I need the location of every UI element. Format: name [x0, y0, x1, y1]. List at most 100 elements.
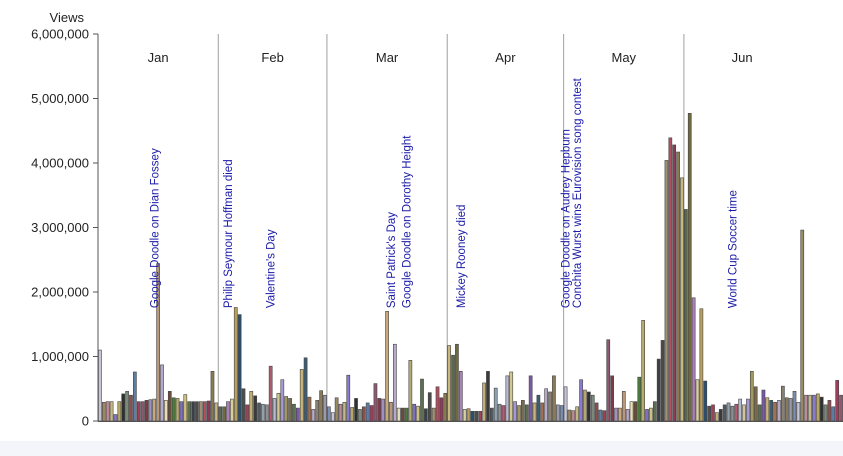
- bar: [385, 311, 389, 422]
- bar: [602, 410, 607, 422]
- bar: [493, 387, 498, 422]
- bar: [431, 407, 436, 422]
- bar: [400, 407, 405, 422]
- bar: [652, 401, 657, 422]
- annotation-label: Philip Seymour Hoffman died: [223, 159, 235, 308]
- bar: [614, 407, 618, 422]
- bar: [358, 409, 362, 422]
- bar: [156, 263, 160, 422]
- chart-labels: 0 1,000,000 2,000,000 3,000,000 4,000,000 5,0…: [31, 10, 752, 429]
- bar: [191, 401, 195, 422]
- bar: [233, 307, 238, 422]
- bar: [389, 401, 393, 422]
- bar: [148, 399, 153, 422]
- event-annotations: Google Doodle on Dian Fossey Philip Seymo…: [149, 77, 739, 308]
- bar: [268, 365, 273, 422]
- bar: [424, 408, 428, 422]
- bar: [462, 409, 467, 422]
- bar: [218, 406, 223, 422]
- bar: [303, 357, 308, 422]
- bar: [823, 404, 828, 422]
- bar: [230, 398, 234, 422]
- bar: [222, 406, 226, 422]
- bar: [338, 403, 343, 422]
- bar: [594, 402, 599, 422]
- bar: [183, 394, 188, 422]
- bar: [711, 404, 715, 422]
- bar: [125, 391, 129, 422]
- bar: [649, 407, 653, 422]
- bar: [746, 398, 750, 422]
- bar: [226, 401, 230, 422]
- bar: [532, 402, 537, 422]
- annotation-label: Valentine's Day: [266, 229, 278, 308]
- month-label: Apr: [495, 50, 516, 65]
- bar: [311, 409, 316, 422]
- bar: [443, 392, 448, 422]
- y-axis-title: Views: [50, 10, 85, 25]
- bar: [664, 160, 669, 422]
- bar: [579, 379, 583, 422]
- bar: [800, 229, 805, 422]
- bar: [412, 403, 417, 422]
- bar: [478, 411, 483, 422]
- bar: [540, 402, 545, 422]
- y-tick-label: 6,000,000: [31, 27, 89, 42]
- bar: [781, 385, 785, 422]
- bar: [808, 394, 812, 422]
- bar: [272, 398, 277, 422]
- month-label: Jun: [732, 50, 753, 65]
- month-label: Jan: [148, 50, 169, 65]
- bar: [548, 391, 552, 422]
- bar: [571, 410, 576, 422]
- bar: [726, 402, 731, 422]
- bar: [749, 371, 754, 422]
- bar: [458, 371, 463, 422]
- bar: [253, 395, 257, 422]
- bar: [660, 340, 665, 422]
- bar: [292, 403, 296, 422]
- bar: [722, 404, 727, 422]
- bar: [361, 406, 366, 422]
- bar: [404, 407, 409, 422]
- bar: [171, 397, 176, 422]
- bar: [773, 401, 777, 422]
- bar: [742, 404, 746, 422]
- bar: [307, 396, 312, 422]
- bar: [641, 320, 646, 422]
- bar: [330, 412, 335, 422]
- bar: [796, 401, 801, 422]
- bar: [629, 401, 634, 422]
- bar: [606, 339, 611, 422]
- bar: [676, 151, 680, 422]
- bar: [470, 411, 475, 422]
- bar: [831, 406, 836, 422]
- bar: [559, 405, 564, 422]
- bar: [552, 375, 556, 422]
- bar: [695, 379, 700, 422]
- bar: [598, 409, 603, 422]
- bar: [202, 401, 207, 422]
- bar: [590, 394, 595, 422]
- bar: [761, 389, 766, 422]
- bar: [536, 394, 541, 422]
- bar: [703, 380, 708, 422]
- annotation-label: Mickey Rooney died: [456, 205, 468, 309]
- bar: [136, 401, 141, 422]
- bar: [528, 375, 533, 422]
- bar: [105, 401, 110, 422]
- bar: [621, 391, 626, 422]
- bar: [117, 401, 122, 422]
- bar: [109, 401, 114, 422]
- bar: [815, 393, 820, 422]
- bar: [373, 383, 378, 422]
- annotation-label: Saint Patrick's Day: [386, 212, 398, 308]
- bar: [98, 349, 102, 422]
- bar: [408, 360, 413, 422]
- bar: [691, 297, 696, 422]
- footer-band: [0, 441, 843, 456]
- bar: [610, 375, 614, 422]
- bar: [555, 404, 560, 422]
- bar: [583, 389, 587, 422]
- annotation-label: World Cup Soccer time: [727, 190, 739, 308]
